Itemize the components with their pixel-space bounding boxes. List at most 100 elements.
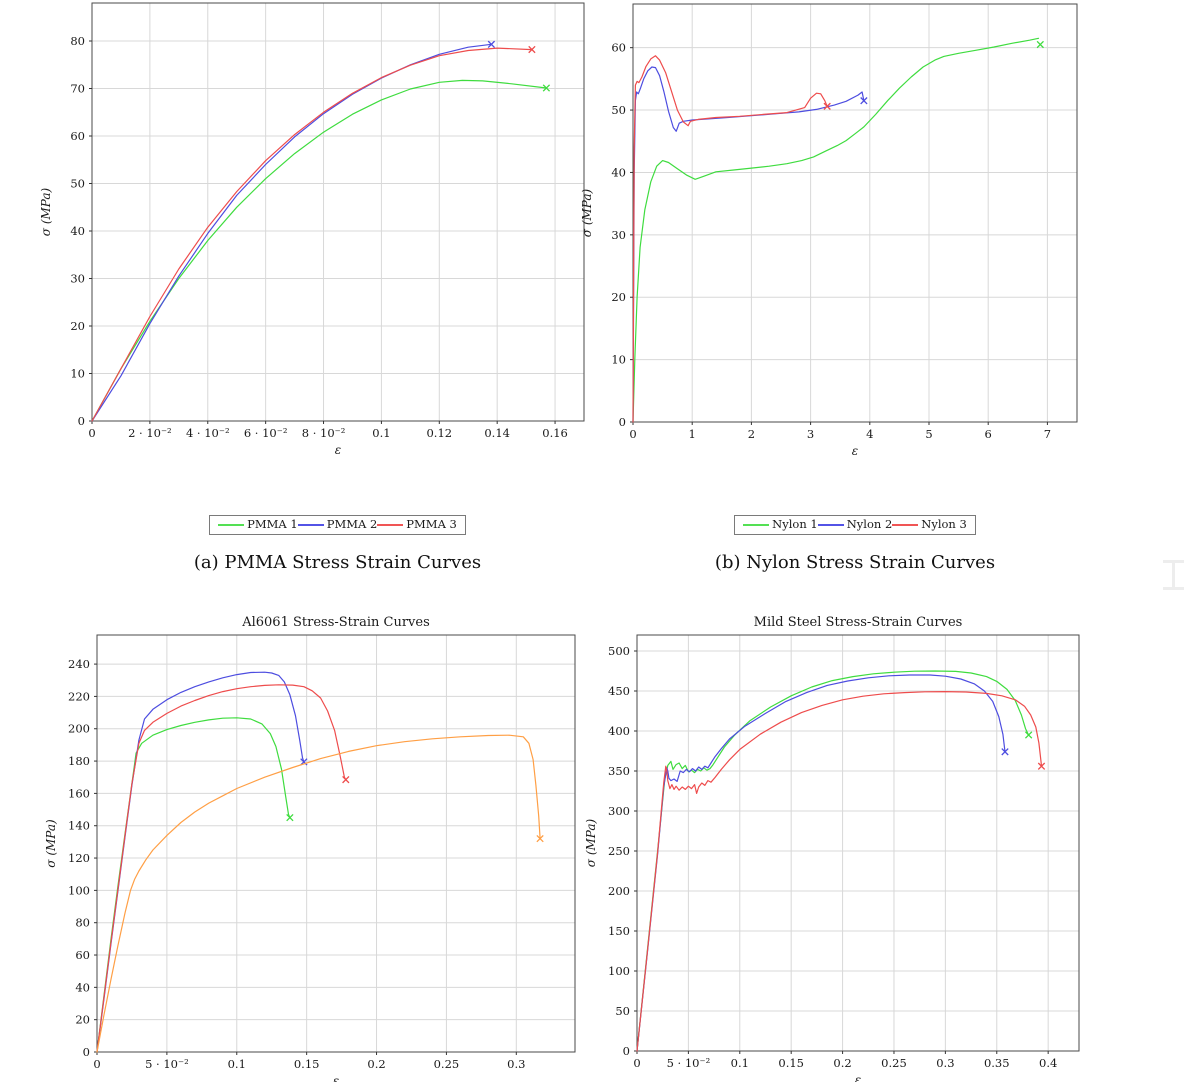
legend-pmma: PMMA 1 PMMA 2 PMMA 3 <box>60 515 615 535</box>
y-tick-label: 20 <box>611 290 626 304</box>
y-tick-label: 80 <box>75 916 90 930</box>
y-tick-label: 140 <box>68 819 90 833</box>
y-tick-label: 60 <box>611 41 626 55</box>
legend-line-sample <box>297 523 324 526</box>
end-marker-x <box>542 84 551 92</box>
series-Nylon 2 <box>632 66 865 423</box>
legend-line-sample <box>817 523 844 526</box>
y-tick-label: 10 <box>611 353 626 367</box>
y-tick-label: 20 <box>75 1013 90 1027</box>
series-mildsteel-3 <box>636 690 1043 1052</box>
x-tick-label: 0.4 <box>1039 1056 1057 1070</box>
x-tick-label: 0.35 <box>984 1056 1010 1070</box>
legend-line-sample <box>218 523 245 526</box>
tick-labels: 0 2 · 10⁻² 4 · 10⁻² 6 · 10⁻² 8 · 10⁻² 0.1 0.12… <box>70 34 568 440</box>
x-tick-label: 2 · 10⁻² <box>128 426 172 440</box>
y-axis-label: σ (MPa) <box>584 819 598 868</box>
y-tick-label: 20 <box>70 319 85 333</box>
y-tick-label: 60 <box>75 948 90 962</box>
y-tick-label: 30 <box>611 228 626 242</box>
legend-entry: PMMA 2 <box>297 518 377 531</box>
x-tick-label: 5 · 10⁻² <box>145 1057 189 1071</box>
grid <box>633 4 1077 422</box>
text-cursor-artifact <box>1163 560 1184 590</box>
x-tick-label: 0 <box>88 426 95 440</box>
x-tick-label: 0.12 <box>426 426 452 440</box>
x-tick-label: 0.1 <box>228 1057 246 1071</box>
y-tick-label: 50 <box>611 103 626 117</box>
grid <box>97 635 575 1052</box>
x-tick-label: 0.14 <box>484 426 510 440</box>
y-tick-label: 60 <box>70 129 85 143</box>
series-mildsteel-1 <box>636 670 1030 1052</box>
x-tick-label: 6 <box>985 427 992 441</box>
y-axis-label: σ (MPa) <box>44 819 58 868</box>
x-tick-label: 0.3 <box>936 1056 954 1070</box>
axis-ticks <box>89 40 556 424</box>
y-tick-label: 80 <box>70 34 85 48</box>
y-tick-label: 120 <box>68 851 90 865</box>
axis-ticks <box>634 650 1049 1054</box>
legend-label: PMMA 1 <box>247 517 298 531</box>
legend-label: Nylon 1 <box>772 517 818 531</box>
y-tick-label: 0 <box>83 1045 90 1059</box>
series-Nylon 1 <box>632 37 1040 423</box>
x-tick-label: 0.15 <box>294 1057 320 1071</box>
end-marker-x <box>487 40 496 48</box>
y-tick-label: 400 <box>608 724 630 738</box>
axis-ticks <box>94 663 517 1055</box>
y-tick-label: 250 <box>608 844 630 858</box>
x-tick-label: 4 <box>866 427 873 441</box>
series-al6061-4 <box>96 734 541 1053</box>
legend-line-sample <box>377 523 404 526</box>
x-tick-label: 0.16 <box>542 426 568 440</box>
x-tick-label: 3 <box>807 427 814 441</box>
legend-entry: Nylon 3 <box>892 517 967 531</box>
legend-box-pmma: PMMA 1 PMMA 2 PMMA 3 <box>209 515 466 535</box>
cursor-stem <box>1172 560 1175 590</box>
y-axis-label: σ (MPa) <box>580 189 594 238</box>
tick-labels: 0 1 2 3 4 5 6 7 0 10 20 30 40 50 60 <box>611 41 1051 441</box>
plot-border <box>96 634 576 1053</box>
series-PMMA 1 <box>91 79 548 422</box>
x-tick-label: 0 <box>633 1056 640 1070</box>
caption-pmma-figure: (a) PMMA Stress Strain Curves <box>193 552 482 573</box>
series-Nylon 3 <box>632 55 828 423</box>
series-PMMA 2 <box>91 43 492 422</box>
legend-box-nylon: Nylon 1 Nylon 2 Nylon 3 <box>734 515 976 535</box>
series-PMMA 3 <box>91 47 533 422</box>
y-tick-label: 10 <box>70 367 85 381</box>
y-tick-label: 70 <box>70 82 85 96</box>
legend-nylon: Nylon 1 Nylon 2 Nylon 3 <box>633 515 1077 535</box>
x-axis-label: ε <box>855 1073 861 1082</box>
cursor-bottom-serif <box>1163 587 1184 590</box>
y-tick-label: 160 <box>68 786 90 800</box>
end-marker-x <box>536 834 544 843</box>
x-tick-label: 0.3 <box>507 1057 525 1071</box>
end-marker-x <box>286 813 294 822</box>
y-tick-label: 240 <box>68 657 90 671</box>
legend-label: Nylon 3 <box>921 517 967 531</box>
chart-mildsteel: 0 5 · 10⁻² 0.1 0.15 0.2 0.25 0.3 0.35 0.4 0 50 100 1… <box>584 615 1080 1082</box>
x-axis-label: ε <box>333 1074 339 1082</box>
series-mildsteel-2 <box>636 674 1006 1052</box>
plot-border <box>632 3 1078 423</box>
x-tick-label: 0.25 <box>881 1056 907 1070</box>
y-tick-label: 0 <box>78 414 85 428</box>
y-tick-label: 50 <box>70 177 85 191</box>
y-tick-label: 40 <box>611 165 626 179</box>
chart-title: Al6061 Stress-Strain Curves <box>241 615 430 630</box>
chart-nylon: 0 1 2 3 4 5 6 7 0 10 20 30 40 50 60 ε σ (MPa) <box>580 3 1078 458</box>
grid <box>92 3 584 421</box>
y-tick-label: 30 <box>70 272 85 286</box>
y-tick-label: 200 <box>608 884 630 898</box>
y-tick-label: 100 <box>68 883 90 897</box>
tick-labels: 0 5 · 10⁻² 0.1 0.15 0.2 0.25 0.3 0 20 40 60 80 100 12… <box>68 657 525 1071</box>
end-marker-x <box>342 775 350 784</box>
y-tick-label: 0 <box>619 415 626 429</box>
x-tick-label: 7 <box>1044 427 1051 441</box>
tick-labels: 0 5 · 10⁻² 0.1 0.15 0.2 0.25 0.3 0.35 0.4 0 50 100 1… <box>608 644 1057 1070</box>
y-tick-label: 180 <box>68 754 90 768</box>
x-tick-label: 0.1 <box>372 426 390 440</box>
